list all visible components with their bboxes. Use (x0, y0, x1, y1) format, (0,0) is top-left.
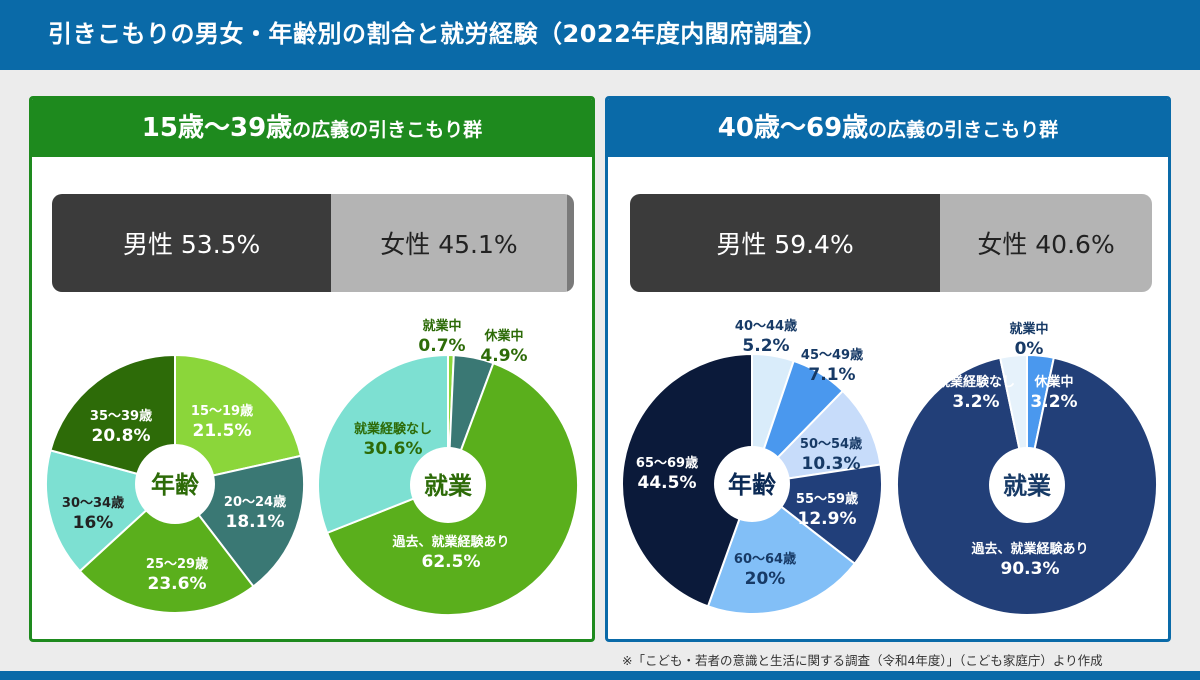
pie-center-label: 年齢 (151, 471, 200, 499)
slice-category-label: 45〜49歳 (801, 347, 863, 363)
slice-value-label: 23.6% (148, 574, 207, 594)
slice-value-label: 30.6% (364, 439, 423, 459)
page-title: 引きこもりの男女・年齢別の割合と就労経験（2022年度内閣府調査） (48, 20, 828, 48)
slice-category-label: 15〜19歳 (191, 403, 253, 419)
female-segment: 女性 40.6% (940, 194, 1152, 292)
male-segment: 男性 59.4% (630, 194, 941, 292)
slice-value-label: 21.5% (193, 421, 252, 441)
slice-value-label: 4.9% (480, 346, 527, 366)
slice-value-label: 20.8% (92, 426, 151, 446)
slice-category-label: 休業中 (483, 328, 523, 344)
slice-value-label: 18.1% (226, 512, 285, 532)
pie-center-hole (714, 446, 790, 522)
slice-category-label: 就業経験なし (937, 374, 1015, 390)
slice-value-label: 5.2% (742, 336, 789, 356)
pie-center-label: 就業 (1003, 472, 1051, 500)
slice-category-label: 30〜34歳 (62, 495, 124, 511)
slice-value-label: 62.5% (422, 552, 481, 572)
slice-category-label: 60〜64歳 (734, 551, 796, 567)
pie-center-hole (135, 444, 215, 524)
slice-category-label: 過去、就業経験あり (391, 534, 509, 550)
slice-category-label: 休業中 (1033, 374, 1073, 390)
header-bar: 引きこもりの男女・年齢別の割合と就労経験（2022年度内閣府調査） (0, 0, 1200, 70)
slice-category-label: 55〜59歳 (796, 491, 858, 507)
slice-value-label: 7.1% (808, 365, 855, 385)
panel-title-age: 15歳〜39歳 (141, 113, 293, 143)
pie-slice-6 (621, 352, 753, 608)
pie-chart-3: 年齢 40〜44歳 5.2% 45〜49歳 7.1% 50〜54歳 10.3% 55〜59歳 1… (621, 318, 883, 615)
slice-category-label: 25〜29歳 (146, 556, 208, 572)
gender-ratio-bar: 男性 53.5% 女性 45.1% (52, 194, 574, 292)
panel-title-group: の広義の引きこもり群 (292, 119, 483, 141)
slice-value-label: 44.5% (638, 473, 697, 493)
female-segment: 女性 45.1% (331, 194, 567, 292)
panel-title-age: 40歳〜69歳 (717, 113, 869, 143)
slice-category-label: 就業経験なし (354, 421, 432, 437)
pie-center-label: 年齢 (728, 471, 777, 499)
pie-center-hole (410, 447, 486, 523)
male-segment: 男性 53.5% (52, 194, 332, 292)
pie-chart-1: 年齢 15〜19歳 21.5% 20〜24歳 18.1% 25〜29歳 23.6% 30〜34… (45, 353, 305, 614)
footer-bar (0, 671, 1200, 680)
slice-value-label: 20% (745, 569, 786, 589)
slice-value-label: 10.3% (802, 454, 861, 474)
slice-category-label: 65〜69歳 (636, 455, 698, 471)
slice-value-label: 0% (1015, 339, 1044, 359)
pie-chart-4: 就業 就業中 0% 休業中 3.2% 過去、就業経験あり 90.3% 就業経験なし 3.2% (896, 321, 1158, 616)
pie-center-label: 就業 (424, 472, 472, 500)
slice-category-label: 就業中 (422, 318, 461, 334)
slice-category-label: 50〜54歳 (800, 436, 862, 452)
slice-value-label: 0.7% (418, 336, 465, 356)
pie-center-hole (989, 447, 1065, 523)
source-note: ※「こども・若者の意識と生活に関する調査（令和4年度）」（こども家庭庁）より作成 (622, 653, 1103, 668)
gender-ratio-bar: 男性 59.4% 女性 40.6% (630, 194, 1152, 292)
slice-category-label: 過去、就業経験あり (970, 541, 1088, 557)
slice-value-label: 12.9% (798, 509, 857, 529)
slice-category-label: 就業中 (1009, 321, 1048, 337)
slice-value-label: 16% (73, 513, 114, 533)
panel-title: 40歳〜69歳の広義の引きこもり群 (608, 99, 1168, 157)
slice-value-label: 3.2% (1030, 392, 1077, 412)
slice-category-label: 20〜24歳 (224, 494, 286, 510)
slice-value-label: 3.2% (952, 392, 999, 412)
panel-title: 15歳〜39歳の広義の引きこもり群 (32, 99, 592, 157)
unanswered-segment (566, 194, 574, 292)
pie-chart-2: 就業 就業中 0.7% 休業中 4.9% 過去、就業経験あり 62.5% 就業経験なし 30.6… (317, 318, 579, 616)
pie-slice-5 (49, 353, 176, 486)
slice-category-label: 40〜44歳 (735, 318, 797, 334)
slice-category-label: 35〜39歳 (90, 408, 152, 424)
slice-value-label: 90.3% (1001, 559, 1060, 579)
pie-slice-3 (78, 482, 255, 614)
panel-title-group: の広義の引きこもり群 (868, 119, 1059, 141)
pie-slice-3 (749, 389, 882, 486)
pie-slice-1 (174, 353, 303, 486)
